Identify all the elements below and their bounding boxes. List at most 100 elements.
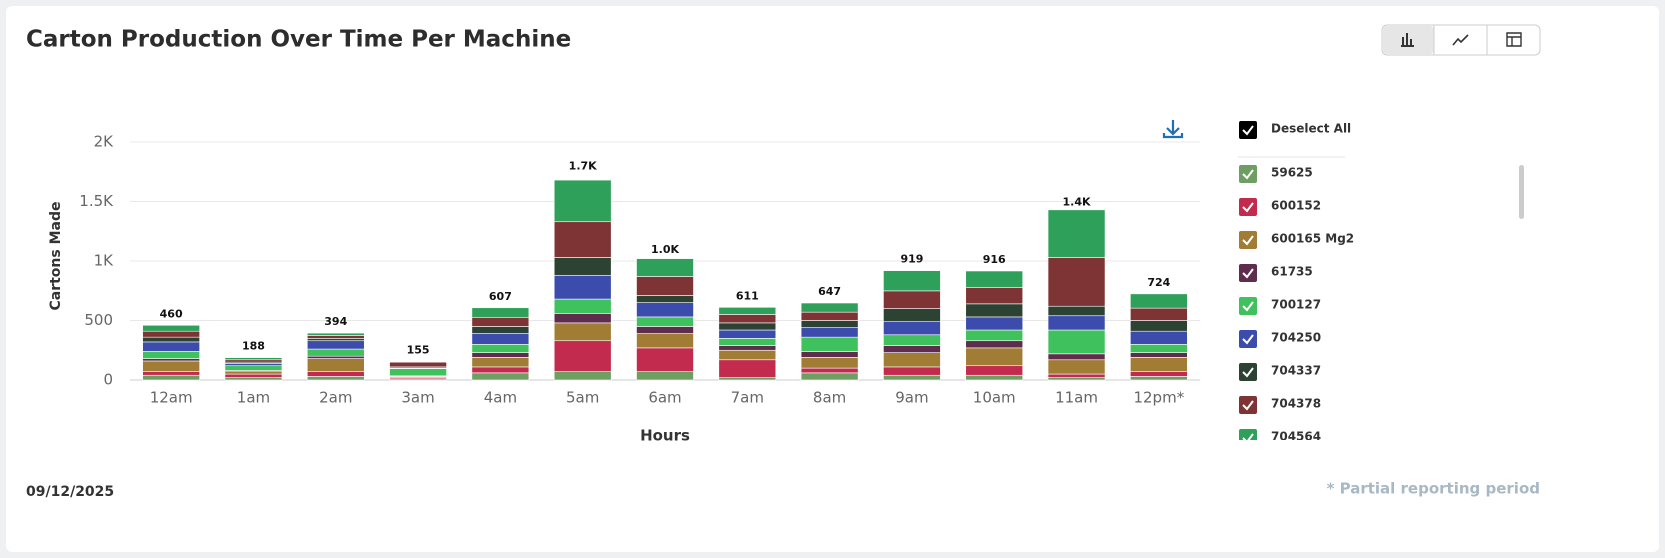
x-tick-label: 11am (1055, 389, 1098, 407)
bar-segment (224, 377, 283, 381)
checkbox[interactable] (1239, 231, 1257, 249)
bar-segment (965, 329, 1024, 342)
bar-segment (142, 374, 200, 381)
legend-label[interactable]: 59625 (1271, 166, 1313, 180)
bar-segment (800, 336, 859, 352)
bar-segment (471, 372, 530, 381)
legend-label[interactable]: 700127 (1271, 298, 1321, 312)
bar-segment (636, 295, 694, 303)
y-tick-label: 1K (94, 252, 115, 270)
x-tick-label: 1am (237, 389, 270, 407)
bar-segment (718, 359, 777, 378)
checkbox[interactable] (1239, 297, 1257, 315)
bar-segment (965, 316, 1024, 331)
checkbox[interactable] (1239, 165, 1257, 183)
bar-segment (1130, 343, 1188, 353)
bar-segment (1047, 359, 1106, 375)
card (6, 6, 1659, 552)
chart-title: Carton Production Over Time Per Machine (26, 27, 571, 53)
legend-label[interactable]: 600165 Mg2 (1271, 232, 1354, 246)
bar-segment (142, 330, 200, 338)
checkbox[interactable] (1239, 429, 1257, 447)
legend-label[interactable]: 600152 (1271, 199, 1321, 213)
x-axis-label: Hours (640, 427, 690, 445)
checkbox[interactable] (1239, 198, 1257, 216)
bar-segment (1130, 330, 1188, 345)
total-label: 460 (160, 307, 183, 320)
checkmark (1242, 268, 1254, 279)
bar-segment (553, 179, 612, 223)
download-button[interactable] (1162, 120, 1184, 139)
y-tick-label: 500 (84, 311, 113, 329)
x-tick-label: 12am (150, 389, 193, 407)
bar-segment (142, 341, 200, 352)
bar-segment (965, 287, 1024, 305)
bar-segment (883, 270, 941, 292)
checkbox[interactable] (1239, 363, 1257, 381)
bar-segment (965, 365, 1024, 376)
bar-segment (553, 298, 612, 314)
line-view-button[interactable] (1435, 26, 1486, 54)
report-date: 09/12/2025 (26, 484, 114, 500)
bar-segment (800, 320, 859, 328)
bar-segment (553, 322, 612, 342)
bar-segment (965, 347, 1024, 367)
checkmark (1242, 433, 1254, 440)
bar-segment (1047, 329, 1106, 355)
bar-segment (224, 363, 283, 367)
bar-segment (224, 365, 283, 371)
total-label: 1.4K (1063, 195, 1091, 208)
checkbox[interactable] (1239, 264, 1257, 282)
y-tick-label: 1.5K (79, 192, 114, 210)
bar-segment (306, 335, 365, 339)
legend-label[interactable]: 704337 (1271, 364, 1321, 378)
bar-segment (1130, 376, 1188, 381)
bar-segment (224, 359, 283, 363)
legend-label[interactable]: 704250 (1271, 331, 1321, 345)
bar-segment (553, 274, 612, 300)
bar-segment (636, 333, 694, 349)
legend-label[interactable]: 61735 (1271, 265, 1313, 279)
checkbox[interactable] (1239, 330, 1257, 348)
total-label: 607 (489, 290, 512, 303)
bar-segment (965, 270, 1024, 288)
checkbox[interactable] (1239, 121, 1257, 139)
bar-segment (636, 302, 694, 318)
x-tick-label: 10am (973, 389, 1016, 407)
checkmark (1242, 235, 1254, 246)
total-label: 1.7K (569, 160, 597, 173)
bar-segment (142, 351, 200, 359)
bar-segment (553, 313, 612, 324)
deselect-all[interactable]: Deselect All (1271, 122, 1351, 136)
legend: 59625 600152 600165 Mg2 61735 700127 704250 70… (1239, 165, 1354, 447)
bar-view-button[interactable] (1383, 26, 1434, 54)
checkmark (1242, 169, 1254, 180)
legend-scrollbar[interactable] (1519, 165, 1524, 219)
bar-segment (800, 351, 859, 358)
bar-segment (800, 302, 859, 313)
table-view-button[interactable] (1488, 26, 1539, 54)
bar-segment (883, 308, 941, 322)
bar-segment (306, 358, 365, 372)
bar-segment (471, 326, 530, 334)
x-tick-label: 6am (648, 389, 681, 407)
total-label: 188 (242, 340, 265, 353)
legend-label[interactable]: 704378 (1271, 397, 1321, 411)
bar-segment (883, 345, 941, 353)
checkbox[interactable] (1239, 396, 1257, 414)
bar-segment (471, 357, 530, 368)
bar-segment (142, 358, 200, 362)
bar-segment (718, 329, 777, 339)
bar-segment (636, 326, 694, 334)
bar-segment (306, 355, 365, 359)
footnote: * Partial reporting period (1327, 480, 1540, 498)
bar-segment (471, 307, 530, 318)
y-axis-label: Cartons Made (48, 201, 64, 310)
x-tick-label: 2am (319, 389, 352, 407)
bar-segment (800, 367, 859, 374)
bar-segment (718, 377, 777, 381)
legend-label[interactable]: 704564 (1271, 430, 1321, 444)
bar-segment (883, 290, 941, 309)
x-tick-label: 12pm* (1133, 389, 1184, 407)
bar-segment (389, 361, 447, 363)
